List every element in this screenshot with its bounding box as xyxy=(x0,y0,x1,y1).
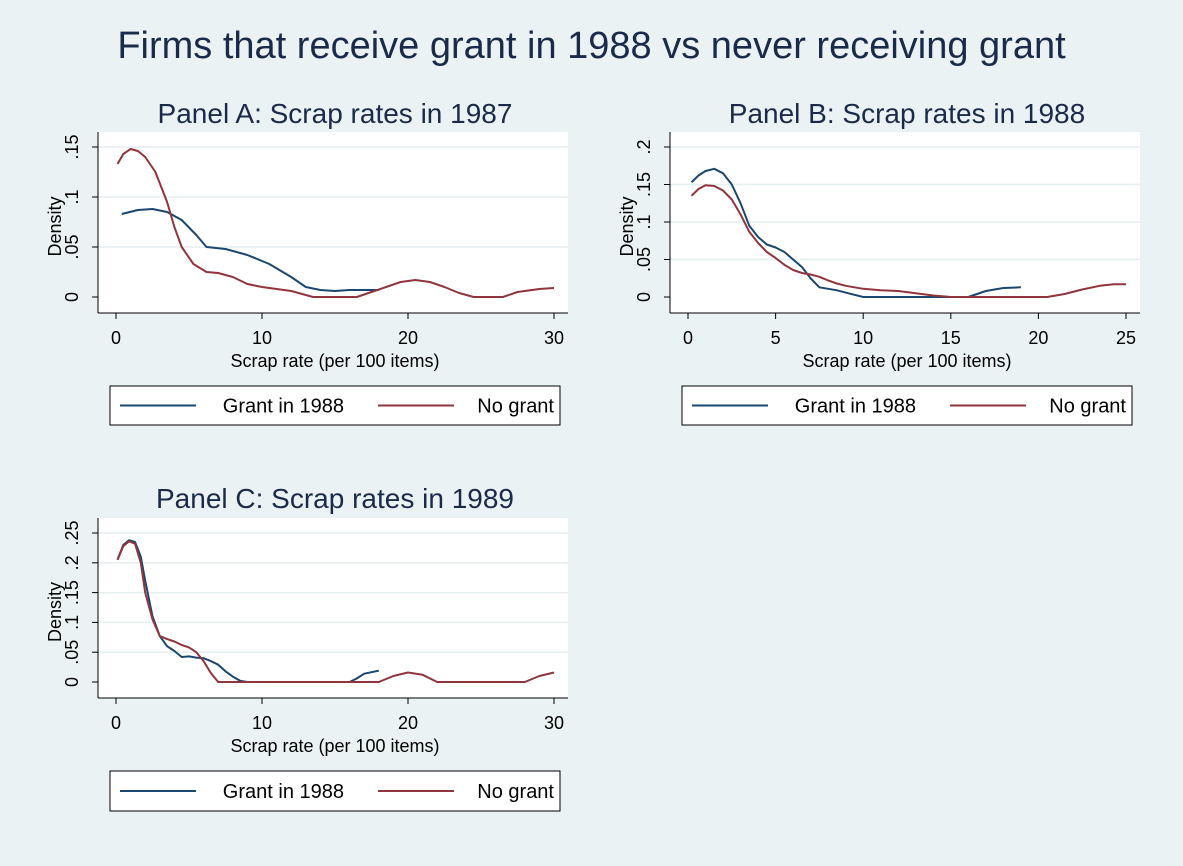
x-tick-label: 10 xyxy=(853,328,873,348)
y-tick-label: .05 xyxy=(62,234,82,259)
plot-area xyxy=(98,518,568,698)
y-tick-label: .1 xyxy=(634,214,654,229)
panel-a: 0 .05 .1 .15 0 10 20 30 Scrap rate (per 100 item… xyxy=(45,98,568,426)
panel-title: Panel A: Scrap rates in 1987 xyxy=(158,98,513,129)
y-tick-label: 0 xyxy=(62,677,82,687)
y-tick-label: .25 xyxy=(62,520,82,545)
y-tick-label: .2 xyxy=(62,555,82,570)
x-axis-label: Scrap rate (per 100 items) xyxy=(230,351,439,371)
panel-b: 0 .05 .1 .15 .2 0 5 10 15 20 25 Scrap rate (per 100… xyxy=(617,98,1140,426)
figure-title: Firms that receive grant in 1988 vs neve… xyxy=(117,25,1066,67)
legend-label: Grant in 1988 xyxy=(795,396,916,418)
series-line-no-grant xyxy=(690,184,1126,298)
x-tick-label: 15 xyxy=(941,328,961,348)
legend-label: No grant xyxy=(477,396,554,418)
x-tick-label: 20 xyxy=(1028,328,1048,348)
x-tick-label: 0 xyxy=(111,713,121,733)
y-tick-label: .15 xyxy=(634,172,654,197)
x-tick-label: 30 xyxy=(544,328,564,348)
y-tick-label: .15 xyxy=(62,134,82,159)
x-tick-label: 10 xyxy=(252,328,272,348)
legend-label: No grant xyxy=(477,781,554,803)
y-tick-label: .1 xyxy=(62,615,82,630)
y-tick-label: 0 xyxy=(634,292,654,302)
y-tick-label: .05 xyxy=(62,640,82,665)
y-tick-label: .05 xyxy=(634,247,654,272)
x-axis-label: Scrap rate (per 100 items) xyxy=(802,351,1011,371)
series-line-no-grant xyxy=(116,540,555,683)
x-tick-label: 0 xyxy=(683,328,693,348)
y-tick-label: 0 xyxy=(62,292,82,302)
x-axis-label: Scrap rate (per 100 items) xyxy=(230,736,439,756)
x-tick-label: 10 xyxy=(252,713,272,733)
x-tick-label: 20 xyxy=(398,328,418,348)
series-line-grant-in-1988 xyxy=(121,208,379,292)
panel-title: Panel B: Scrap rates in 1988 xyxy=(729,98,1085,129)
legend-label: Grant in 1988 xyxy=(223,781,344,803)
panel-title: Panel C: Scrap rates in 1989 xyxy=(156,483,514,514)
x-tick-label: 30 xyxy=(544,713,564,733)
x-tick-label: 25 xyxy=(1116,328,1136,348)
legend-label: No grant xyxy=(1049,396,1126,418)
y-tick-label: .1 xyxy=(62,189,82,204)
series-line-no-grant xyxy=(116,148,555,298)
x-tick-label: 20 xyxy=(398,713,418,733)
series-line-grant-in-1988 xyxy=(690,167,1021,298)
y-tick-label: .15 xyxy=(62,580,82,605)
x-tick-label: 5 xyxy=(771,328,781,348)
y-axis-label: Density xyxy=(45,196,65,256)
y-axis-label: Density xyxy=(617,196,637,256)
y-tick-label: .2 xyxy=(634,139,654,154)
y-axis-label: Density xyxy=(45,582,65,642)
plot-area xyxy=(98,132,568,313)
x-tick-label: 0 xyxy=(111,328,121,348)
legend-label: Grant in 1988 xyxy=(223,396,344,418)
panel-c: 0 .05 .1 .15 .2 .25 0 10 20 30 Scrap rate (per 100… xyxy=(45,483,568,812)
